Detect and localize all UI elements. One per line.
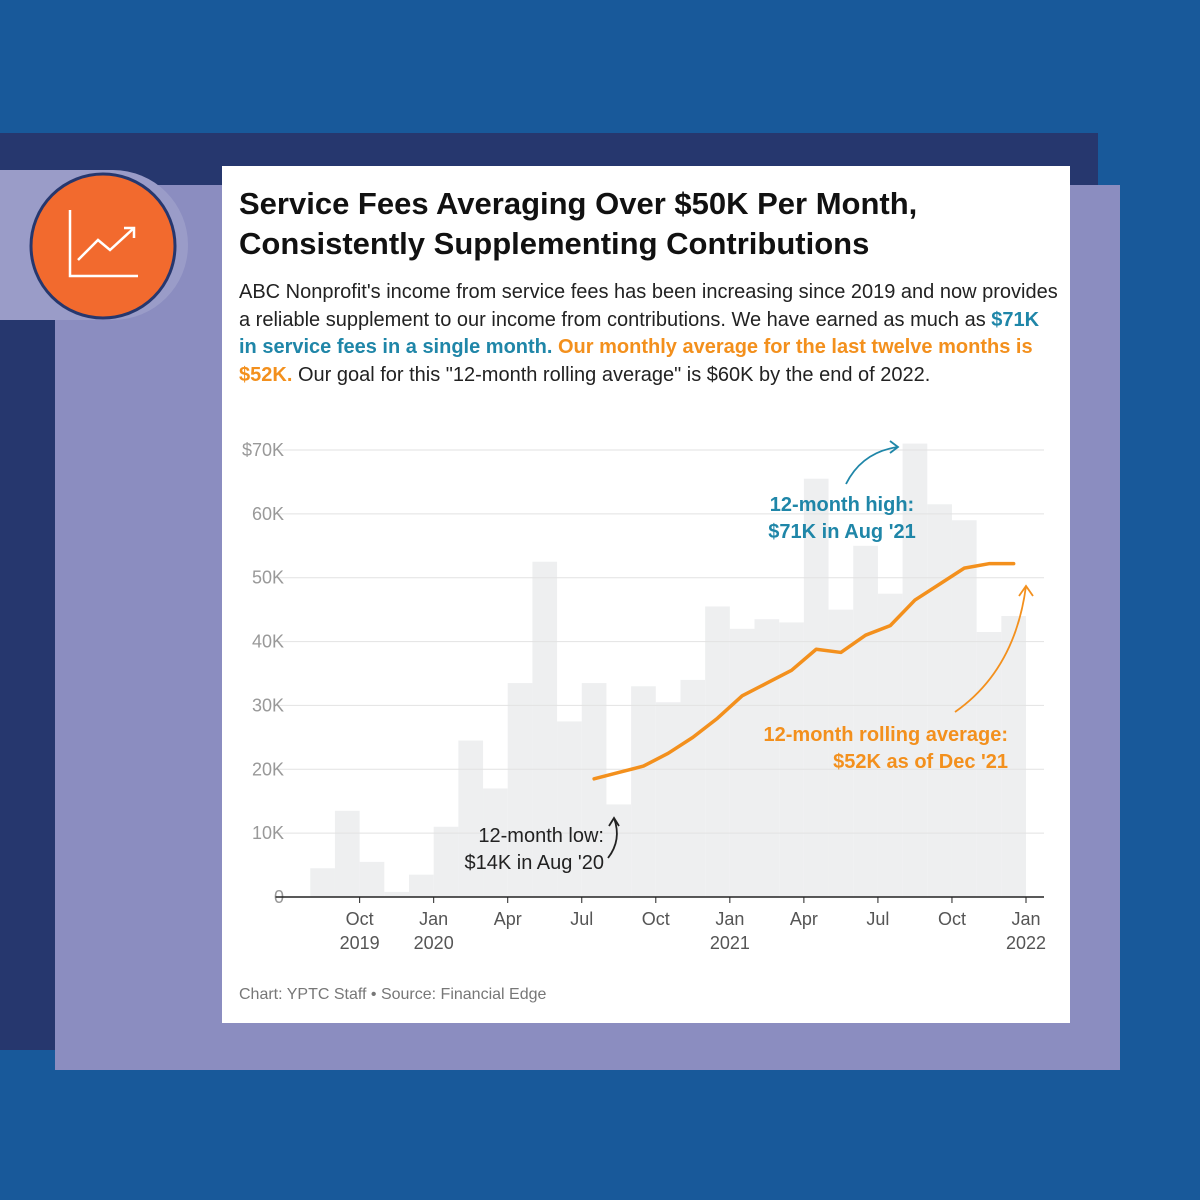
source: Chart: YPTC Staff • Source: Financial Ed…: [239, 986, 547, 1003]
desc-text: Our goal for this "12-month rolling aver…: [297, 363, 931, 386]
y-tick-label: 10K: [252, 823, 284, 843]
bar: [976, 631, 1002, 897]
x-tick-label: Jul: [866, 909, 889, 929]
x-tick-label: Jan: [1011, 909, 1040, 929]
x-tick-label: Oct: [642, 909, 670, 929]
bar: [606, 804, 632, 897]
bar: [507, 683, 533, 897]
bar: [359, 861, 385, 897]
annotation: $71K in Aug '21: [768, 521, 915, 543]
bar: [803, 478, 829, 897]
bar: [680, 679, 706, 897]
x-tick-label: Apr: [494, 909, 522, 929]
bar: [557, 721, 582, 897]
bar: [433, 826, 459, 897]
bar: [310, 868, 335, 897]
bar: [853, 545, 878, 897]
x-tick-label: 2020: [414, 933, 454, 953]
x-tick-label: 2021: [710, 933, 750, 953]
x-tick-label: Apr: [790, 909, 818, 929]
arrow-head: [1018, 584, 1034, 597]
annotation: 12-month high:: [770, 494, 914, 516]
bar: [705, 606, 730, 897]
annotation-arrow: [845, 446, 899, 485]
x-tick-label: Jan: [715, 909, 744, 929]
bar: [828, 609, 854, 897]
bar: [384, 891, 409, 897]
x-tick-label: Jan: [419, 909, 448, 929]
bar: [754, 619, 780, 897]
annotation: $14K in Aug '20: [465, 852, 605, 874]
title: Service Fees Averaging Over $50K Per Mon…: [239, 186, 918, 261]
description: ABC Nonprofit's income from service fees…: [239, 279, 1059, 389]
desc-highlight: Our monthly average for the last twelve …: [239, 336, 1033, 386]
bar: [927, 504, 952, 897]
arrow-head: [608, 816, 620, 827]
bar: [581, 683, 607, 897]
y-tick-label: 40K: [252, 632, 284, 652]
y-tick-label: 50K: [252, 568, 284, 588]
annotation: $52K as of Dec '21: [833, 751, 1008, 773]
bar: [631, 686, 656, 897]
bar: [902, 443, 928, 897]
bar: [409, 874, 434, 897]
icon: [29, 172, 177, 320]
annotation: 12-month low:: [478, 825, 604, 847]
x-tick-label: Oct: [346, 909, 374, 929]
bar: [458, 740, 484, 897]
bar: [877, 593, 903, 897]
x-tick-label: Oct: [938, 909, 966, 929]
rolling-average-line: [592, 561, 1016, 781]
bar: [532, 561, 558, 897]
annotation-arrow: [607, 817, 618, 859]
y-tick-label: $70K: [242, 440, 284, 460]
x-tick-label: 2022: [1006, 933, 1046, 953]
bar: [1001, 616, 1026, 897]
x-tick-label: Jul: [570, 909, 593, 929]
x-tick-label: 2019: [340, 933, 380, 953]
bar: [334, 810, 360, 897]
y-tick-label: 30K: [252, 695, 284, 715]
y-tick-label: 20K: [252, 759, 284, 779]
bar: [655, 702, 681, 897]
desc-text: ABC Nonprofit's income from service fees…: [239, 281, 1058, 331]
annotation-arrow: [954, 585, 1027, 713]
desc-highlight: $71K in service fees in a single month.: [239, 308, 1040, 359]
annotation: 12-month rolling average:: [764, 724, 1009, 746]
bar: [483, 788, 508, 897]
bar: [951, 520, 977, 897]
bar: [729, 628, 755, 897]
y-tick-label: 60K: [252, 504, 284, 524]
arrow-head: [889, 440, 900, 454]
